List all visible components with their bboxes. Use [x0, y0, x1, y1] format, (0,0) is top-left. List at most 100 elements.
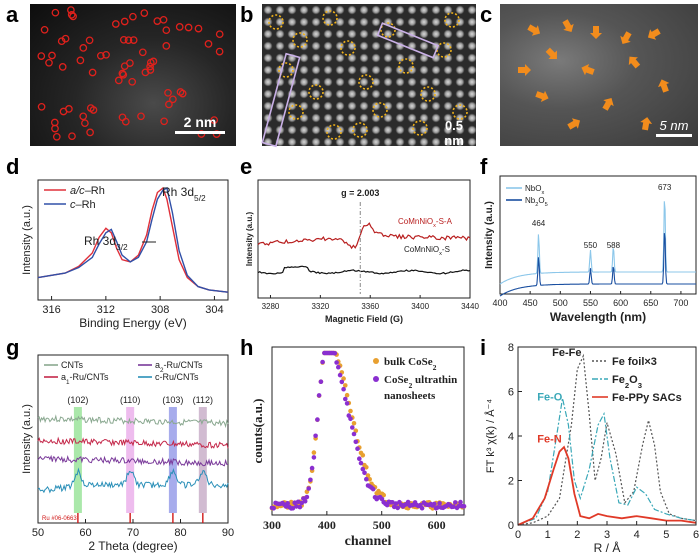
data-point-nanosheet: [339, 379, 345, 385]
reference-label: Ru #06-0663: [42, 516, 77, 522]
data-point-nanosheet: [456, 503, 462, 509]
single-atom-marker: [138, 48, 147, 57]
x-axis-label: channel: [345, 534, 392, 549]
single-atom-marker: [204, 40, 213, 48]
single-atom-marker: [129, 36, 138, 44]
series-line-Nb2O5: [499, 233, 696, 297]
data-point-nanosheet: [432, 501, 437, 507]
series-line-CoMnNiOx-S: [257, 265, 471, 275]
data-point-nanosheet: [318, 379, 324, 384]
single-atom-marker: [111, 20, 120, 28]
panel-c-markers: [518, 19, 670, 131]
data-point-bulk: [351, 421, 357, 426]
data-point-nanosheet: [295, 499, 301, 505]
panel-e-label: e: [240, 154, 253, 179]
series-label-b: CoMnNiOx-S: [404, 245, 450, 257]
data-point-nanosheet: [341, 386, 346, 392]
data-point-nanosheet: [435, 505, 441, 510]
series-line-CoMnNiOx-S-A: [257, 222, 471, 250]
plot-frame: [37, 179, 229, 301]
chart-i: 0 1 2 3 4 5 6 0 2 4 6 8 R / Å FT k³ χ(k) / Å⁻⁴ Fe foil…: [484, 342, 699, 555]
panel-e: g = 2.003 CoMnNiOx-S-A CoMnNiOx-S 3280 3320 3…: [238, 150, 479, 330]
x-tick-label: 2: [574, 529, 580, 541]
series-line-Fe2O3: [517, 398, 697, 526]
single-atom-marker: [86, 104, 95, 112]
single-atom-marker: [119, 70, 128, 79]
legend-swatch: [373, 358, 379, 364]
peak-label: 673: [658, 183, 672, 192]
x-tick-label: 90: [222, 527, 234, 539]
data-point-nanosheet: [348, 416, 353, 422]
data-point-nanosheet: [299, 500, 304, 506]
data-point-nanosheet: [336, 364, 341, 370]
single-atom-marker: [96, 51, 105, 60]
x-tick-label: 5: [663, 529, 669, 541]
data-point-bulk: [367, 477, 372, 482]
scale-bar-c: 5 nm: [656, 118, 692, 137]
data-point-nanosheet: [395, 505, 400, 511]
series-line-Fe-PPy SACs: [517, 445, 697, 526]
panel-d: 316 312 308 304 Binding Energy (eV) Intensity…: [0, 150, 238, 330]
dopant-marker: [412, 120, 428, 136]
plot-frame: [271, 346, 465, 516]
orange-arrow: [628, 56, 641, 69]
single-atom-marker: [102, 50, 110, 59]
data-point-nanosheet: [332, 351, 338, 356]
series-line-Fe foil×3: [517, 353, 697, 526]
y-tick-label: 0: [508, 520, 514, 532]
single-atom-marker: [176, 88, 185, 96]
data-point-nanosheet: [343, 396, 348, 402]
series-line-a2-Ru/CNTs: [37, 454, 229, 467]
x-tick-label: 308: [151, 304, 169, 316]
single-atom-marker: [37, 52, 46, 60]
x-tick-label: 3360: [361, 302, 379, 311]
single-atom-marker: [169, 95, 177, 104]
x-tick-label: 500: [553, 298, 568, 308]
x-tick-label: 316: [42, 304, 60, 316]
data-point-nanosheet: [419, 505, 425, 511]
single-atom-marker: [118, 113, 127, 122]
series-line-c–Rh: [37, 186, 229, 293]
legend-item: a1-Ru/CNTs: [61, 372, 109, 386]
data-point-nanosheet: [391, 504, 397, 510]
x-tick-label: 400: [318, 518, 336, 532]
single-atom-marker: [121, 117, 130, 126]
x-axis-label: Magnetic Field (G): [325, 314, 403, 324]
data-point-bulk: [343, 383, 348, 388]
x-tick-label: 6: [693, 529, 699, 541]
legend-item: CoSe2 ultrathin: [384, 374, 457, 390]
data-point-nanosheet: [285, 501, 290, 506]
data-point-nanosheet: [353, 439, 359, 445]
dopant-marker: [358, 74, 374, 90]
single-atom-marker: [52, 132, 61, 141]
dopant-marker: [436, 42, 452, 58]
plane-label: (112): [193, 395, 213, 405]
data-point-nanosheet: [458, 499, 463, 505]
panel-h-label: h: [240, 335, 254, 360]
data-point-nanosheet: [358, 460, 364, 466]
plot-frame: [257, 179, 471, 299]
orange-arrow: [562, 19, 574, 33]
single-atom-marker: [162, 26, 171, 35]
single-atom-marker: [51, 124, 59, 133]
dopant-marker: [308, 84, 324, 100]
data-point-nanosheet: [461, 504, 467, 509]
single-atom-marker: [197, 130, 206, 138]
single-atom-marker: [114, 76, 123, 85]
x-tick-label: 0: [515, 529, 521, 541]
x-tick-label: 400: [492, 298, 507, 308]
plot-frame: [499, 175, 697, 295]
x-tick-label: 500: [373, 518, 391, 532]
plane-label: (102): [67, 395, 88, 405]
legend-item: NbOx: [525, 184, 544, 196]
single-atom-marker: [81, 119, 89, 128]
dopant-marker: [420, 86, 436, 102]
y-tick-label: 2: [508, 476, 514, 488]
single-atom-marker: [164, 88, 172, 97]
x-tick-label: 312: [97, 304, 115, 316]
data-point-nanosheet: [344, 401, 350, 406]
y-axis-label: Intensity (a.u.): [21, 404, 33, 474]
single-atom-marker: [120, 17, 129, 26]
